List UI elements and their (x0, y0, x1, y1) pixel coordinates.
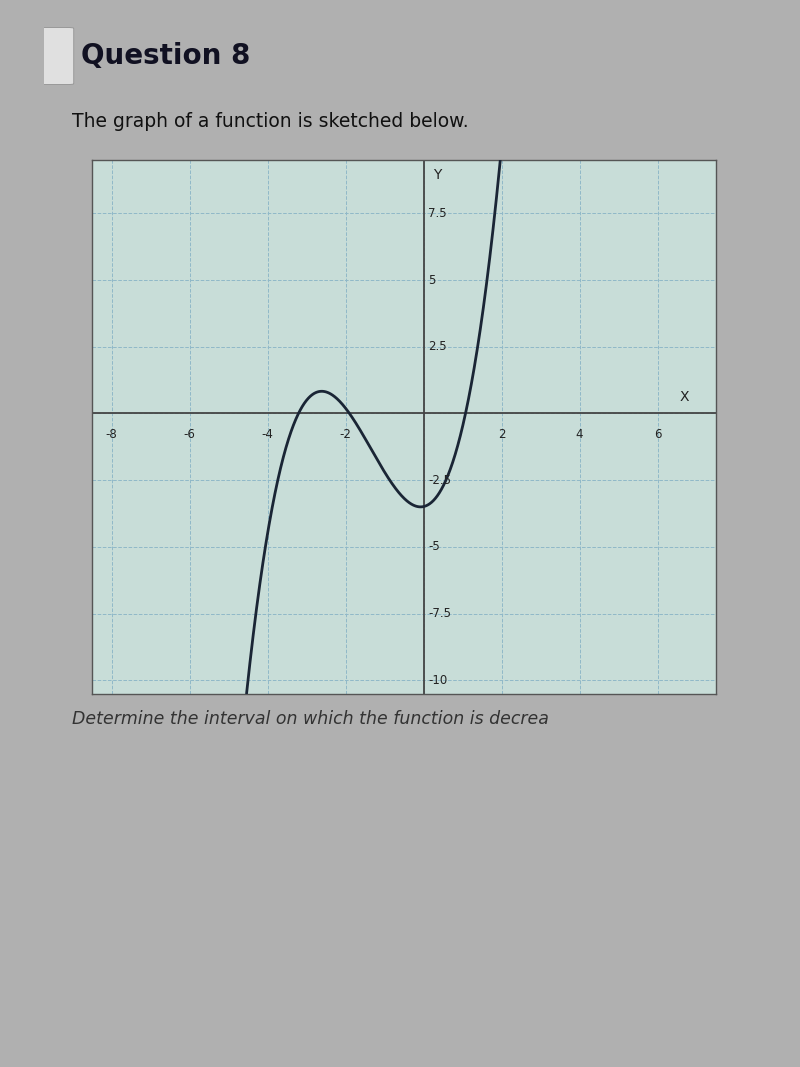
Text: 2: 2 (498, 428, 506, 441)
Text: 2.5: 2.5 (428, 340, 447, 353)
Text: Determine the interval on which the function is decrea: Determine the interval on which the func… (72, 710, 549, 728)
Text: Y: Y (433, 168, 442, 181)
Text: -2.5: -2.5 (428, 474, 451, 487)
Text: -8: -8 (106, 428, 118, 441)
Text: 5: 5 (428, 273, 435, 287)
Text: -10: -10 (428, 673, 447, 687)
Text: -2: -2 (339, 428, 351, 441)
Text: -7.5: -7.5 (428, 607, 451, 620)
Text: X: X (680, 391, 690, 404)
Text: 7.5: 7.5 (428, 207, 447, 220)
FancyBboxPatch shape (37, 28, 74, 84)
Text: 4: 4 (576, 428, 583, 441)
Text: -6: -6 (183, 428, 195, 441)
Text: Question 8: Question 8 (82, 42, 250, 70)
Text: 6: 6 (654, 428, 662, 441)
Text: -4: -4 (262, 428, 274, 441)
Text: -5: -5 (428, 540, 440, 554)
Text: The graph of a function is sketched below.: The graph of a function is sketched belo… (72, 112, 469, 131)
